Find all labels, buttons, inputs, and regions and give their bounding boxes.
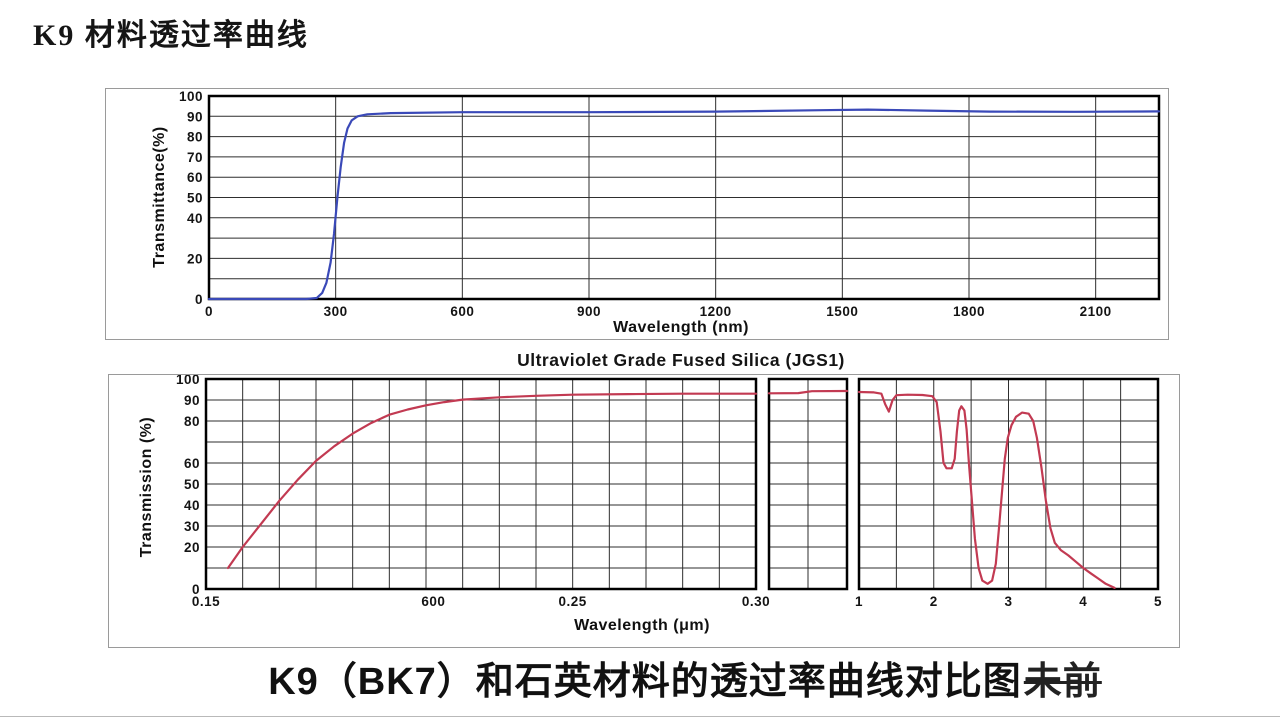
x-tick-label: 2 <box>930 594 938 609</box>
y-tick-label: 0 <box>195 292 203 307</box>
jgs1-fused-silica-transmission-curve-line <box>857 390 1116 589</box>
y-tick-label: 90 <box>184 393 200 408</box>
x-tick-label: 600 <box>450 304 474 319</box>
x-tick-label: 0.15 <box>192 594 220 609</box>
x-axis-title: Wavelength (μm) <box>574 617 710 634</box>
x-tick-label: 5 <box>1154 594 1162 609</box>
y-tick-label: 80 <box>184 414 200 429</box>
jgs1-fused-silica-transmission-curve: 0.15 600 0.25 0.30 1 2 3 4 5 100 90 80 60 50 40 30 20 0 Tr… <box>138 372 1162 634</box>
x-tick-label: 900 <box>577 304 601 319</box>
caption: K9（BK7）和石英材料的透过率曲线对比图未前 <box>95 650 1275 705</box>
y-tick-label: 100 <box>179 89 203 104</box>
x-tick-label: 4 <box>1079 594 1087 609</box>
y-axis-title: Transmittance(%) <box>151 126 168 267</box>
y-tick-label: 30 <box>184 519 200 534</box>
y-axis-title: Transmission (%) <box>138 417 155 557</box>
y-tick-label: 90 <box>187 109 203 124</box>
x-tick-label: 2100 <box>1080 304 1112 319</box>
y-tick-label: 80 <box>187 130 203 145</box>
y-tick-label: 60 <box>184 456 200 471</box>
jgs1-chart-title: Ultraviolet Grade Fused Silica (JGS1) <box>517 350 845 370</box>
x-axis-title: Wavelength (nm) <box>613 319 749 336</box>
y-tick-label: 60 <box>187 170 203 185</box>
caption-text: K9（BK7）和石英材料的透过率曲线对比图 <box>268 661 1022 703</box>
bottom-divider <box>0 716 1280 717</box>
x-tick-label: 3 <box>1004 594 1012 609</box>
y-tick-label: 0 <box>192 582 200 597</box>
y-tick-label: 50 <box>187 191 203 206</box>
y-tick-label: 40 <box>184 498 200 513</box>
y-tick-label: 100 <box>176 375 200 387</box>
x-tick-label: 1 <box>855 594 863 609</box>
k9-bk7-transmittance-curve: 0 300 600 900 1200 1500 1800 2100 100 90 80 70 60 50 4… <box>151 89 1161 336</box>
caption-watermark: 未前 <box>1023 661 1102 703</box>
page-title: K9 材料透过率曲线 <box>33 19 309 52</box>
jgs1-fused-silica-transmission-curve-line <box>226 392 758 570</box>
jgs1-transmission-figure: 0.15 600 0.25 0.30 1 2 3 4 5 100 90 80 60 50 40 30 20 0 Tr… <box>108 372 1180 650</box>
x-tick-label: 1500 <box>826 304 858 319</box>
y-tick-label: 70 <box>187 150 203 165</box>
x-tick-label: 0.25 <box>559 594 587 609</box>
x-tick-label: 1200 <box>700 304 732 319</box>
k9-bk7-transmittance-curve-line <box>207 108 1161 301</box>
x-tick-label: 0 <box>205 304 213 319</box>
x-tick-label: 600 <box>421 594 445 609</box>
y-tick-label: 20 <box>187 251 203 266</box>
x-tick-label: 1800 <box>953 304 985 319</box>
y-tick-label: 20 <box>184 540 200 555</box>
k9-transmittance-chart: 0 300 600 900 1200 1500 1800 2100 100 90 80 70 60 50 4… <box>106 89 1168 342</box>
k9-transmittance-figure: 0 300 600 900 1200 1500 1800 2100 100 90 80 70 60 50 4… <box>105 88 1169 340</box>
jgs1-fused-silica-transmission-curve-line <box>767 389 849 395</box>
y-tick-label: 40 <box>187 211 203 226</box>
x-tick-label: 0.30 <box>742 594 770 609</box>
y-tick-label: 50 <box>184 477 200 492</box>
x-tick-label: 300 <box>324 304 348 319</box>
jgs1-transmission-chart: 0.15 600 0.25 0.30 1 2 3 4 5 100 90 80 60 50 40 30 20 0 Tr… <box>109 372 1179 650</box>
